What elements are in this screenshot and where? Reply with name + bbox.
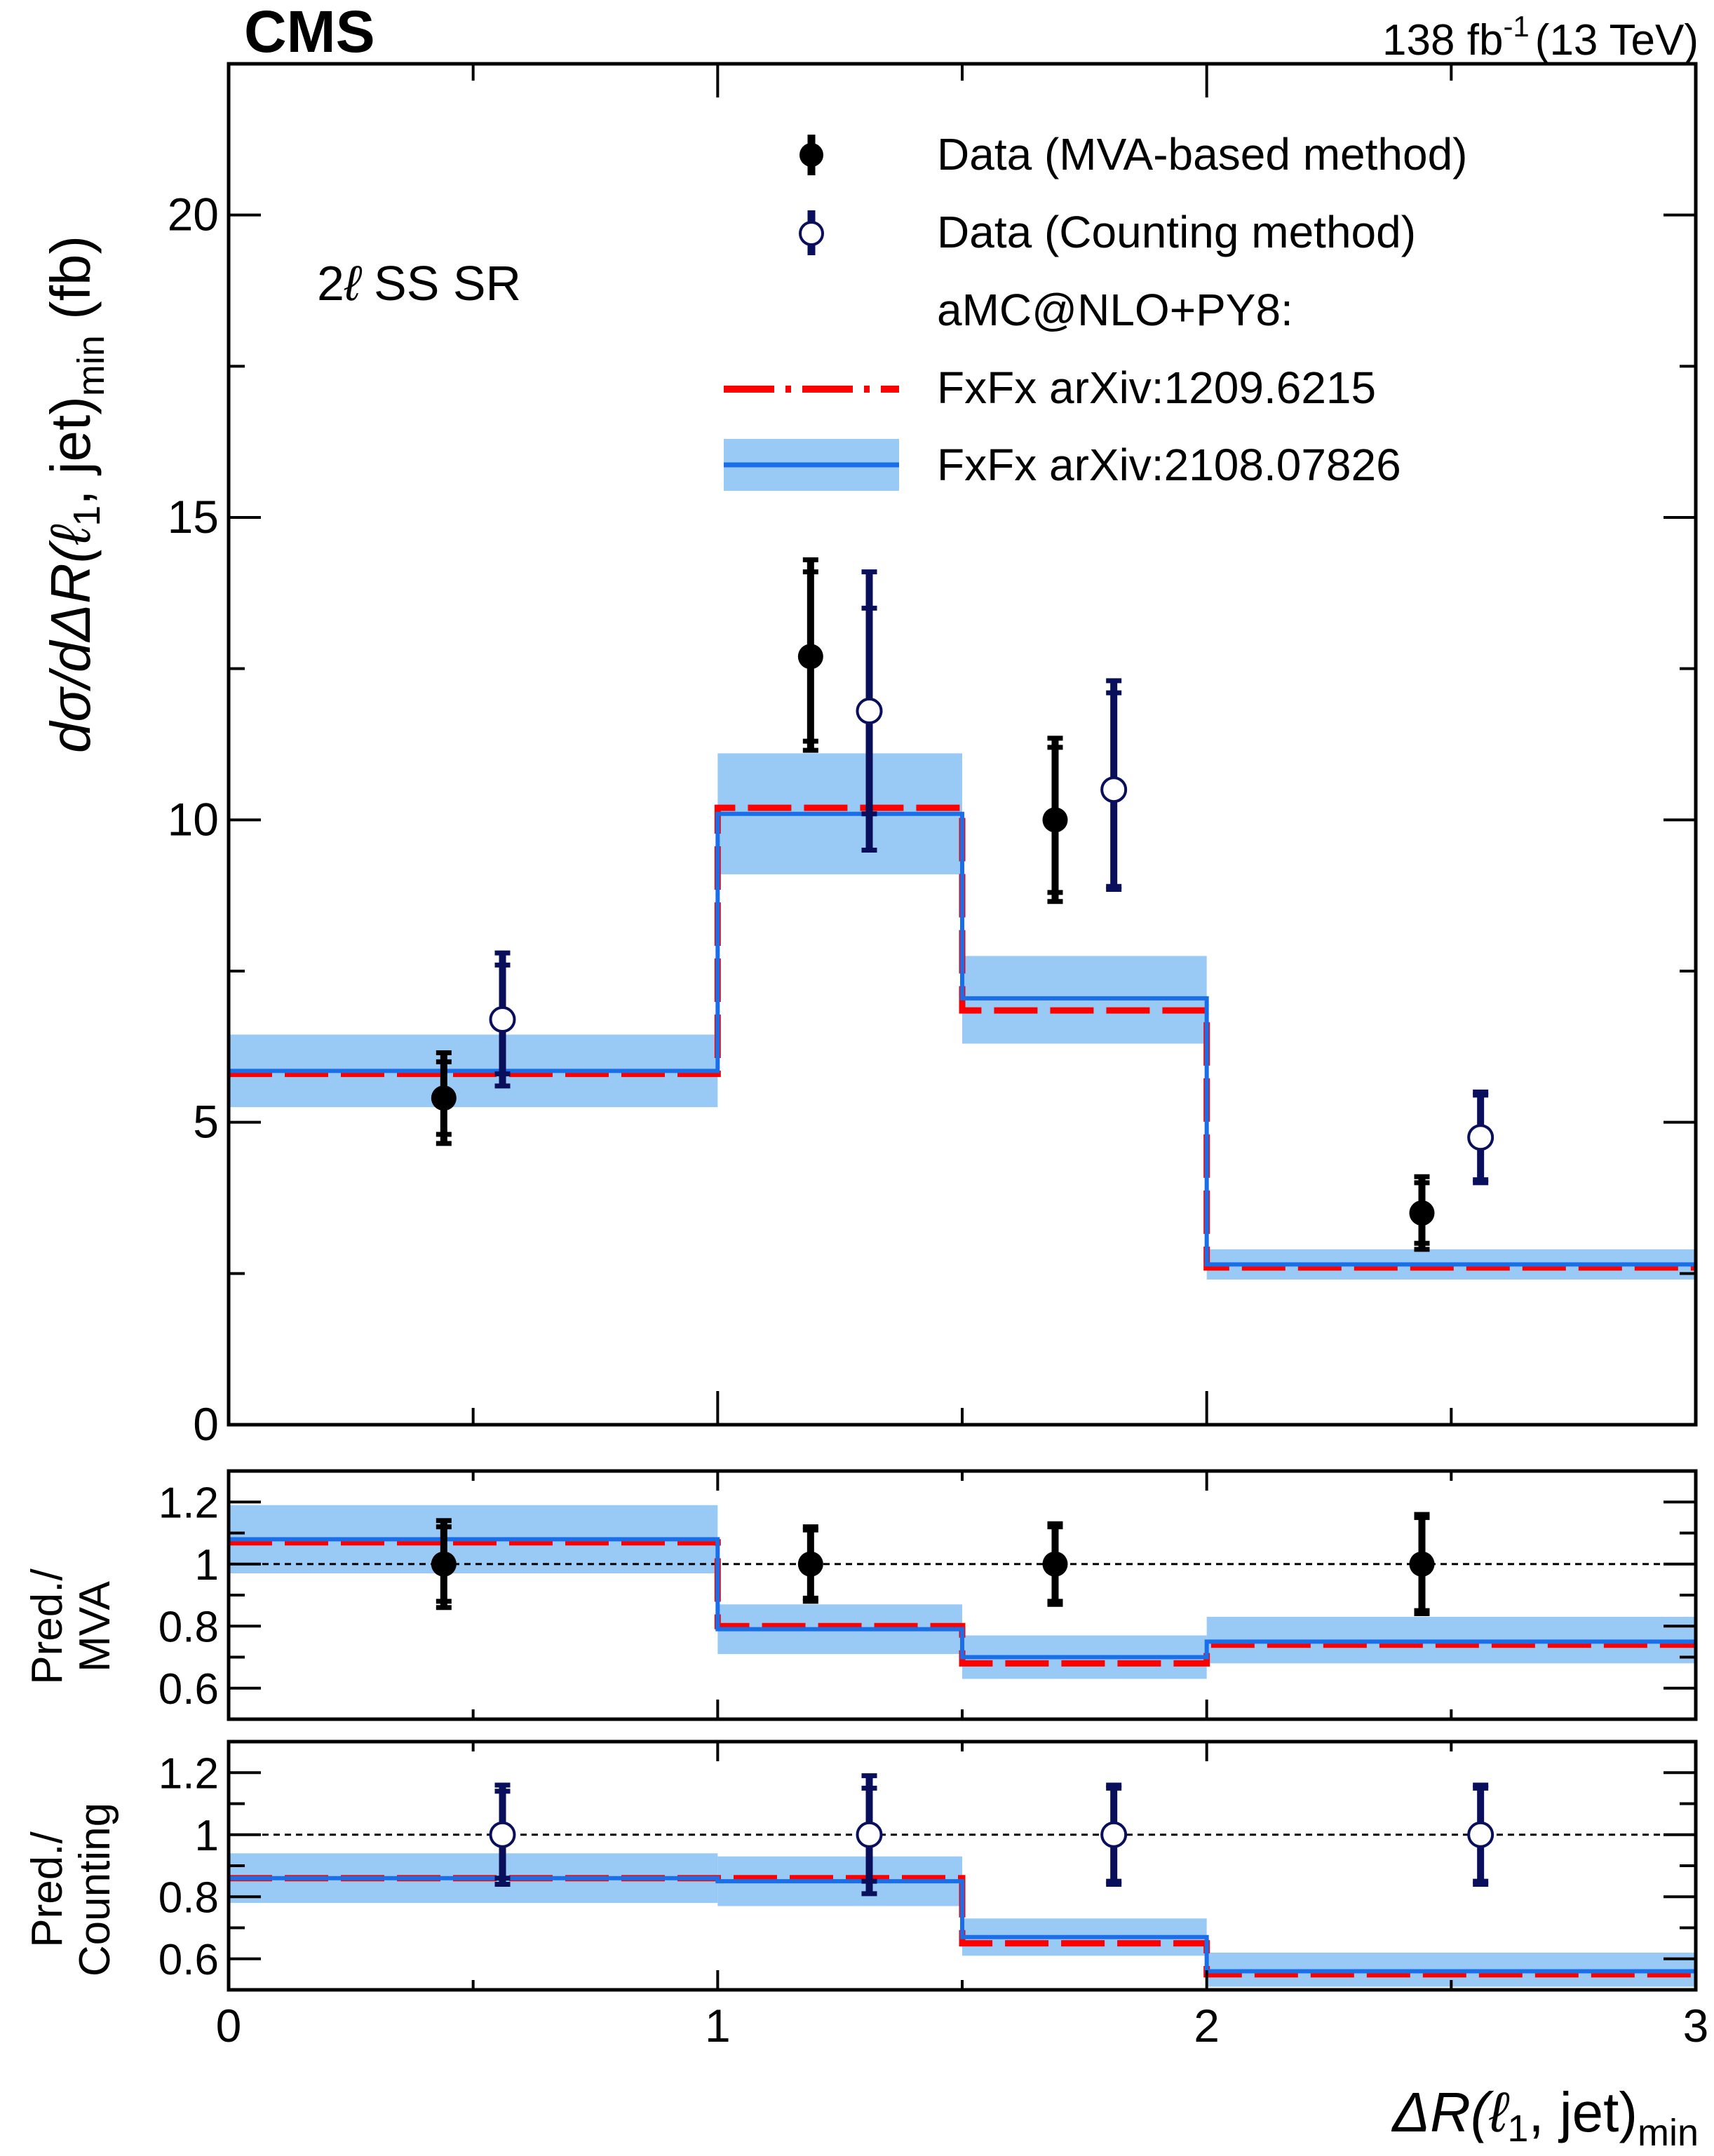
main-counting-marker-2 — [1100, 776, 1128, 804]
main-mva-point-0 — [431, 1050, 457, 1146]
main-mva-marker-0 — [431, 1085, 457, 1111]
legend-entry-counting: Data (Counting method) — [937, 207, 1416, 257]
main-y-tick-label: 10 — [168, 793, 219, 845]
main-y-axis-title-unit: (fb) — [39, 236, 102, 335]
main-counting-point-2 — [1100, 678, 1128, 893]
ratio-mva-mva-marker-0 — [431, 1551, 457, 1577]
ratio-counting-counting-point-2 — [1100, 1782, 1128, 1887]
ratio-counting-counting-point-1 — [856, 1773, 883, 1897]
lumi-exponent: -1 — [1503, 10, 1529, 43]
legend: Data (MVA-based method) Data (Counting m… — [724, 129, 1467, 491]
main-counting-point-0 — [489, 950, 516, 1089]
x-axis-title-rest: , jet) — [1528, 2081, 1638, 2143]
main-panel: 0 5 10 15 20 — [168, 62, 1698, 1450]
ratio-counting-counting-marker-2 — [1100, 1821, 1128, 1848]
ratio-mva-fxfx-2108-07826-line — [229, 1537, 1696, 1660]
main-fxfx-2108-07826-line — [229, 811, 1696, 1267]
ratio-counting-fxfx-2108-07826-line — [229, 1876, 1696, 1974]
legend-entry-fxfx-new: FxFx arXiv:2108.07826 — [937, 440, 1401, 490]
x-axis-title-main: ΔR(ℓ — [1391, 2081, 1509, 2143]
ratio-counting-y-tick-label: 1 — [195, 1812, 219, 1860]
region-label-ell: ℓ — [344, 256, 363, 311]
ratio-mva-y-title-line2: MVA — [71, 1580, 119, 1672]
ratio-mva-panel: 0.6 0.8 1 1.2 — [158, 1469, 1698, 1721]
main-mva-point-2 — [1042, 735, 1068, 904]
legend-header: aMC@NLO+PY8: — [937, 285, 1293, 335]
main-y-tick-label: 0 — [193, 1398, 219, 1450]
main-y-tick-label: 5 — [193, 1096, 219, 1148]
ratio-mva-mva-point-1 — [797, 1524, 823, 1604]
ratio-mva-mva-point-0 — [431, 1518, 457, 1611]
main-y-axis-title-sub: 1 — [66, 506, 108, 527]
ratio-mva-mva-marker-2 — [1042, 1551, 1068, 1577]
main-counting-marker-3 — [1467, 1124, 1494, 1151]
energy-label: (13 TeV) — [1535, 16, 1699, 65]
ratio-counting-counting-point-3 — [1467, 1782, 1494, 1887]
main-y-axis-title: dσ/dΔR(ℓ1, jet)min (fb) — [39, 236, 112, 753]
ratio-mva-y-tick-label: 1 — [195, 1541, 219, 1589]
main-y-axis-title-min: min — [70, 335, 112, 396]
ratio-mva-mva-marker-1 — [797, 1551, 823, 1577]
ratio-mva-mva-point-2 — [1042, 1521, 1068, 1607]
main-counting-point-1 — [856, 569, 883, 853]
cms-label: CMS — [244, 0, 375, 65]
legend-marker-counting — [799, 210, 824, 255]
ratio-mva-mva-marker-3 — [1409, 1551, 1435, 1577]
ratio-counting-y-title-line2: Counting — [71, 1803, 119, 1977]
ratio-mva-y-tick-label: 1.2 — [158, 1479, 219, 1527]
main-mva-marker-3 — [1409, 1200, 1435, 1226]
main-mva-point-1 — [797, 557, 823, 753]
ratio-mva-mva-point-3 — [1409, 1512, 1435, 1617]
main-y-axis-title-main: dσ/dΔR(ℓ — [39, 524, 102, 754]
main-counting-point-3 — [1467, 1090, 1494, 1186]
ratio-counting-y-title-line1: Pred./ — [23, 1831, 72, 1948]
ratio-mva-y-tick-label: 0.6 — [158, 1665, 219, 1714]
lumi-value: 138 fb — [1382, 16, 1503, 65]
ratio-counting-y-tick-label: 0.6 — [158, 1936, 219, 1984]
x-axis-title-sub: 1 — [1507, 2108, 1528, 2150]
ratio-counting-counting-point-0 — [489, 1782, 516, 1887]
ratio-counting-x-tick-label: 2 — [1194, 2000, 1220, 2052]
legend-marker-mva — [799, 135, 823, 175]
ratio-counting-counting-marker-3 — [1467, 1821, 1494, 1848]
main-y-tick-label: 15 — [168, 491, 219, 543]
legend-entry-fxfx-old: FxFx arXiv:1209.6215 — [937, 362, 1376, 413]
ratio-counting-panel: 0.6 0.8 1 1.2 0 1 2 3 — [158, 1740, 1709, 2052]
main-y-tick-label: 20 — [168, 189, 219, 240]
ratio-counting-y-tick-label: 1.2 — [158, 1749, 219, 1798]
ratio-counting-y-tick-label: 0.8 — [158, 1873, 219, 1922]
legend-entry-mva: Data (MVA-based method) — [937, 129, 1467, 179]
x-axis-title-min: min — [1638, 2112, 1699, 2154]
ratio-counting-x-tick-label: 0 — [216, 2000, 242, 2052]
main-counting-marker-0 — [489, 1006, 516, 1033]
lumi-label: 138 fb-1 (13 TeV) — [1382, 10, 1699, 65]
x-axis-title: ΔR(ℓ1, jet)min — [1391, 2081, 1699, 2154]
region-label: 2ℓ SS SR — [317, 256, 521, 311]
main-mva-point-3 — [1409, 1174, 1435, 1252]
main-mva-marker-1 — [797, 644, 823, 670]
ratio-mva-y-tick-label: 0.8 — [158, 1603, 219, 1651]
main-counting-marker-1 — [856, 698, 883, 725]
ratio-counting-x-tick-label: 3 — [1683, 2000, 1709, 2052]
ratio-counting-counting-marker-0 — [489, 1821, 516, 1848]
region-label-suffix: SS SR — [360, 256, 522, 311]
ratio-counting-counting-marker-1 — [856, 1821, 883, 1848]
main-y-axis-title-rest: , jet) — [39, 396, 102, 506]
region-label-prefix: 2 — [317, 256, 344, 311]
ratio-counting-x-tick-label: 1 — [705, 2000, 731, 2052]
ratio-mva-y-title-line1: Pred./ — [23, 1568, 72, 1685]
main-mva-marker-2 — [1042, 807, 1068, 833]
